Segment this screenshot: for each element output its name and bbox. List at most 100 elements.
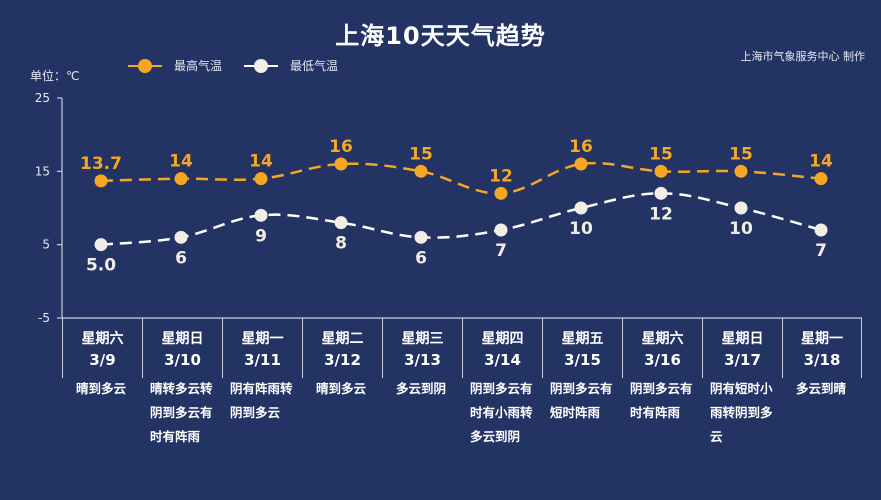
legend-item-low[interactable]: 最低气温: [244, 57, 338, 74]
credit-text: 上海市气象服务中心 制作: [740, 50, 866, 63]
low-temp-line: [100, 192, 822, 246]
day-date: 3/13: [404, 351, 441, 369]
weather-description: 晴到多云: [315, 381, 366, 396]
weather-description: 多云到阴: [395, 381, 446, 396]
low-temp-label: 6: [175, 248, 187, 268]
high-temp-label: 15: [409, 144, 433, 164]
day-header: 星期六 3/9: [62, 318, 142, 378]
low-temp-point[interactable]: [654, 186, 668, 200]
legend: 最高气温 最低气温: [128, 57, 338, 74]
weather-description: 阴到多云有短时阵雨: [550, 381, 613, 420]
high-temp-point[interactable]: [174, 172, 188, 186]
low-temp-label: 10: [729, 219, 753, 239]
low-temp-label: 5.0: [86, 256, 116, 276]
day-of-week: 星期一: [801, 331, 843, 347]
y-tick-label: 25: [35, 91, 50, 105]
day-header: 星期日 3/17: [702, 318, 782, 378]
day-date: 3/16: [644, 351, 681, 369]
day-column: 星期二 3/12 晴到多云: [302, 318, 382, 449]
day-column: 星期六 3/9 晴到多云: [62, 318, 142, 449]
high-temp-label: 14: [249, 152, 273, 172]
legend-marker-high-icon: [128, 58, 162, 73]
y-tick-label: 5: [42, 238, 50, 252]
legend-item-high[interactable]: 最高气温: [128, 57, 222, 74]
low-temp-point[interactable]: [334, 216, 348, 230]
high-temp-label: 14: [169, 152, 193, 172]
low-temp-label: 9: [255, 226, 267, 246]
high-temp-point[interactable]: [574, 157, 588, 171]
low-temp-point[interactable]: [814, 223, 828, 237]
day-column: 星期日 3/17 阴有短时小雨转阴到多云: [702, 318, 782, 449]
high-temp-point[interactable]: [414, 164, 428, 178]
day-of-week: 星期四: [481, 331, 524, 347]
chart-title: 上海10天天气趋势: [335, 22, 546, 50]
weather-description: 阴有短时小雨转阴到多云: [710, 381, 773, 444]
low-temp-point[interactable]: [94, 238, 108, 252]
high-temp-point[interactable]: [94, 174, 108, 188]
high-temp-label: 13.7: [80, 154, 122, 174]
low-temp-point[interactable]: [574, 201, 588, 215]
day-header: 星期一 3/18: [782, 318, 862, 378]
day-of-week: 星期日: [721, 331, 764, 347]
weather-description: 阴到多云有时有小雨转多云到阴: [470, 381, 533, 444]
day-of-week: 星期六: [81, 331, 124, 347]
low-temp-label: 7: [815, 241, 827, 261]
weather-description: 阴有阵雨转阴到多云: [230, 381, 293, 420]
legend-label-high: 最高气温: [174, 59, 223, 73]
high-temp-label: 15: [729, 144, 753, 164]
y-tick-label: -5: [38, 311, 50, 325]
high-temp-point[interactable]: [254, 172, 268, 186]
high-temp-point[interactable]: [734, 164, 748, 178]
legend-label-low: 最低气温: [290, 59, 339, 73]
day-column: 星期一 3/18 多云到晴: [782, 318, 862, 449]
day-of-week: 星期五: [561, 331, 604, 347]
high-temp-point[interactable]: [494, 186, 508, 200]
low-temp-point[interactable]: [414, 230, 428, 244]
high-temp-label: 15: [649, 144, 673, 164]
high-temp-point[interactable]: [814, 172, 828, 186]
high-temp-point[interactable]: [334, 157, 348, 171]
day-header: 星期二 3/12: [302, 318, 382, 378]
day-header: 星期三 3/13: [382, 318, 462, 378]
low-temp-label: 7: [495, 241, 507, 261]
day-column: 星期四 3/14 阴到多云有时有小雨转多云到阴: [462, 318, 542, 449]
unit-label: 单位：℃: [30, 69, 80, 83]
day-of-week: 星期日: [161, 331, 204, 347]
day-column: 星期日 3/10 晴转多云转阴到多云有时有阵雨: [142, 318, 222, 449]
weather-description: 多云到晴: [795, 381, 846, 396]
low-temp-label: 6: [415, 248, 427, 268]
day-date: 3/17: [724, 351, 761, 369]
low-temp-label: 12: [649, 204, 673, 224]
high-temp-label: 16: [569, 137, 593, 157]
low-temp-point[interactable]: [494, 223, 508, 237]
day-column: 星期三 3/13 多云到阴: [382, 318, 462, 449]
day-header: 星期六 3/16: [622, 318, 702, 378]
day-date: 3/15: [564, 351, 601, 369]
high-temp-label: 12: [489, 166, 513, 186]
high-temp-line: [100, 161, 822, 195]
day-date: 3/12: [324, 351, 361, 369]
low-temp-point[interactable]: [734, 201, 748, 215]
day-date: 3/9: [89, 351, 116, 369]
day-date: 3/14: [484, 351, 521, 369]
day-columns: 星期六 3/9 晴到多云 星期日 3/10 晴转多云转阴到多云有时有阵雨 星期一 3/11 阴有…: [62, 318, 862, 449]
day-date: 3/11: [244, 351, 281, 369]
low-temp-label: 10: [569, 219, 593, 239]
low-temp-point[interactable]: [254, 208, 268, 222]
day-of-week: 星期六: [641, 331, 684, 347]
weather-description: 阴到多云有时有阵雨: [630, 381, 693, 420]
low-temp-label: 8: [335, 234, 347, 254]
high-temp-label: 14: [809, 152, 833, 172]
day-of-week: 星期三: [401, 331, 444, 347]
day-column: 星期一 3/11 阴有阵雨转阴到多云: [222, 318, 302, 449]
high-temp-label: 16: [329, 137, 353, 157]
y-tick-label: 15: [35, 164, 50, 178]
day-header: 星期一 3/11: [222, 318, 302, 378]
high-temp-point[interactable]: [654, 164, 668, 178]
low-temp-point[interactable]: [174, 230, 188, 244]
day-column: 星期五 3/15 阴到多云有短时阵雨: [542, 318, 622, 449]
weather-description: 晴转多云转阴到多云有时有阵雨: [150, 381, 213, 444]
day-column: 星期六 3/16 阴到多云有时有阵雨: [622, 318, 702, 449]
weather-description: 晴到多云: [75, 381, 126, 396]
